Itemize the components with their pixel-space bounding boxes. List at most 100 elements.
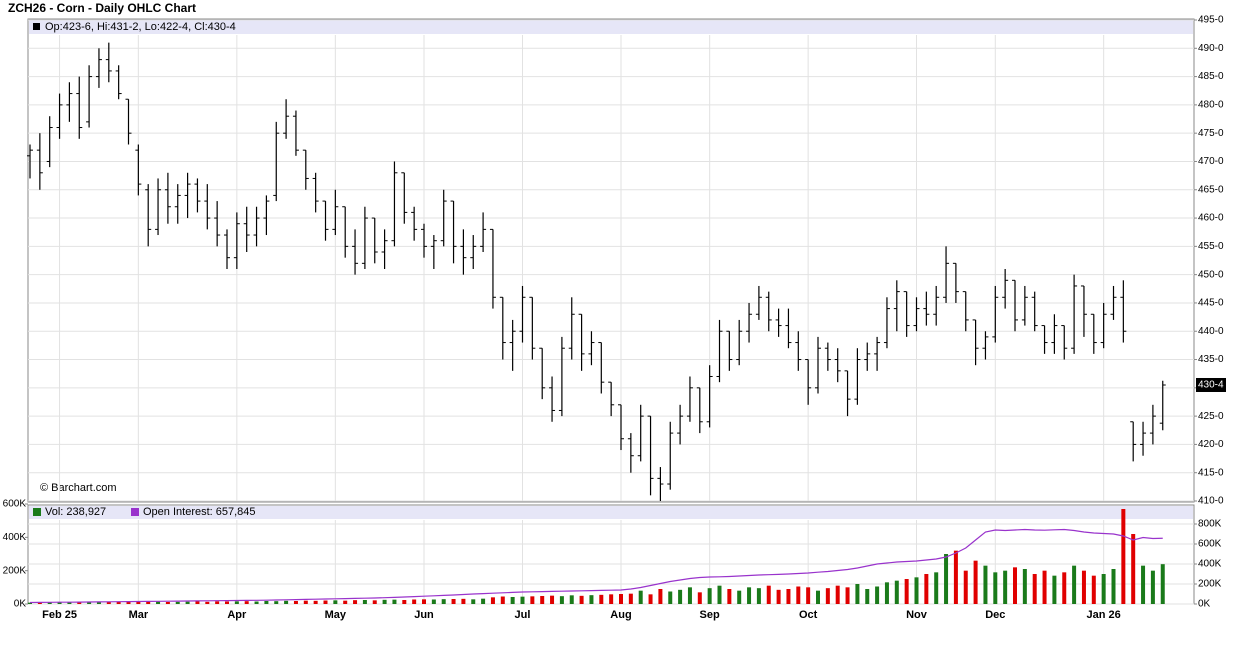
volume-bar	[323, 600, 328, 604]
x-tick-label: Oct	[799, 609, 818, 621]
oi-tick-label: 400K	[1198, 559, 1222, 570]
volume-bar	[599, 594, 604, 604]
volume-bar	[77, 602, 82, 604]
volume-bar	[924, 574, 929, 604]
volume-bar	[796, 586, 801, 604]
oi-tick-label: 0K	[1198, 599, 1211, 610]
volume-bar	[303, 600, 308, 604]
volume-bar	[293, 601, 298, 604]
volume-bar	[589, 595, 594, 604]
volume-bar	[816, 590, 820, 604]
oi-legend-icon	[131, 508, 139, 516]
y-tick-label: 485-0	[1198, 71, 1224, 82]
x-tick-label: Jun	[414, 609, 434, 621]
volume-bar	[648, 594, 653, 604]
volume-bar	[451, 599, 456, 604]
last-price-box	[1196, 377, 1226, 392]
volume-bar	[471, 599, 476, 604]
oi-tick-label: 800K	[1198, 519, 1222, 530]
volume-bar	[766, 585, 771, 604]
chart-title: ZCH26 - Corn - Daily OHLC Chart	[8, 1, 196, 15]
volume-bar	[67, 602, 72, 604]
oi-tick-label: 600K	[1198, 539, 1222, 550]
volume-bar	[96, 602, 101, 604]
volume-tick-label: 0K	[14, 599, 27, 610]
volume-bar	[156, 601, 161, 604]
volume-bar	[1042, 570, 1047, 604]
volume-bar	[1072, 565, 1077, 604]
volume-bar	[737, 590, 742, 604]
volume-bar	[195, 601, 200, 604]
volume-bar	[953, 550, 958, 604]
y-tick-label: 495-0	[1198, 15, 1224, 26]
volume-bar	[215, 601, 220, 604]
volume-bar	[727, 589, 732, 604]
volume-bar	[136, 601, 141, 604]
x-tick-label: Aug	[610, 609, 631, 621]
volume-bar	[884, 582, 889, 604]
volume-bar	[1101, 574, 1106, 604]
volume-bar	[264, 601, 269, 604]
volume-bar	[875, 586, 880, 604]
volume-bar	[668, 591, 673, 604]
volume-bar	[638, 590, 643, 604]
volume-panel	[27, 504, 1195, 605]
volume-bar	[57, 602, 62, 604]
x-tick-label: Feb 25	[42, 609, 77, 621]
volume-bar	[678, 589, 683, 604]
volume-bar	[963, 570, 968, 604]
volume-bar	[175, 601, 180, 604]
volume-bar	[983, 565, 988, 604]
x-tick-label: Dec	[985, 609, 1005, 621]
volume-bar	[550, 595, 555, 604]
volume-bar	[353, 600, 358, 604]
volume-bar	[520, 596, 525, 604]
volume-bar	[343, 600, 348, 604]
volume-bar	[225, 601, 229, 604]
x-tick-label: Jul	[515, 609, 531, 621]
x-tick-label: Apr	[227, 609, 247, 621]
volume-bar	[609, 594, 614, 604]
volume-legend-icon	[33, 508, 41, 516]
volume-header	[29, 506, 1193, 519]
volume-bar	[914, 577, 919, 604]
volume-bar	[461, 598, 466, 604]
volume-bar	[628, 593, 633, 604]
volume-bar	[431, 599, 436, 604]
volume-bar	[993, 572, 998, 604]
volume-bar	[490, 597, 495, 604]
volume-bar	[559, 596, 564, 604]
volume-bar	[441, 599, 446, 604]
volume-bar	[165, 602, 170, 604]
volume-bar	[707, 588, 712, 604]
volume-bar	[1081, 570, 1086, 604]
volume-tick-label: 200K	[3, 565, 27, 576]
volume-bar	[717, 585, 722, 604]
volume-bar	[87, 602, 92, 604]
volume-bar	[776, 589, 781, 604]
volume-bar	[845, 587, 850, 604]
volume-bar	[619, 594, 623, 604]
volume-bar	[28, 602, 32, 604]
volume-bar	[274, 601, 279, 604]
volume-bar	[234, 601, 239, 604]
volume-bar	[244, 601, 249, 604]
price-header	[29, 20, 1193, 34]
y-tick-label: 475-0	[1198, 128, 1224, 139]
volume-bar	[392, 599, 397, 604]
volume-bar	[855, 584, 860, 604]
volume-bar	[412, 599, 417, 604]
volume-bar	[372, 600, 377, 604]
volume-tick-label: 400K	[3, 532, 27, 543]
volume-bar	[500, 596, 505, 604]
volume-bar	[934, 572, 939, 604]
volume-bar	[37, 602, 42, 604]
volume-bar	[825, 588, 830, 604]
volume-bar	[569, 595, 574, 604]
x-tick-label: May	[325, 609, 347, 621]
volume-bar	[1111, 569, 1116, 604]
volume-bar	[904, 579, 909, 604]
volume-tick-label: 600K	[3, 499, 27, 510]
header-icon	[33, 23, 40, 30]
watermark: © Barchart.com	[40, 482, 117, 494]
